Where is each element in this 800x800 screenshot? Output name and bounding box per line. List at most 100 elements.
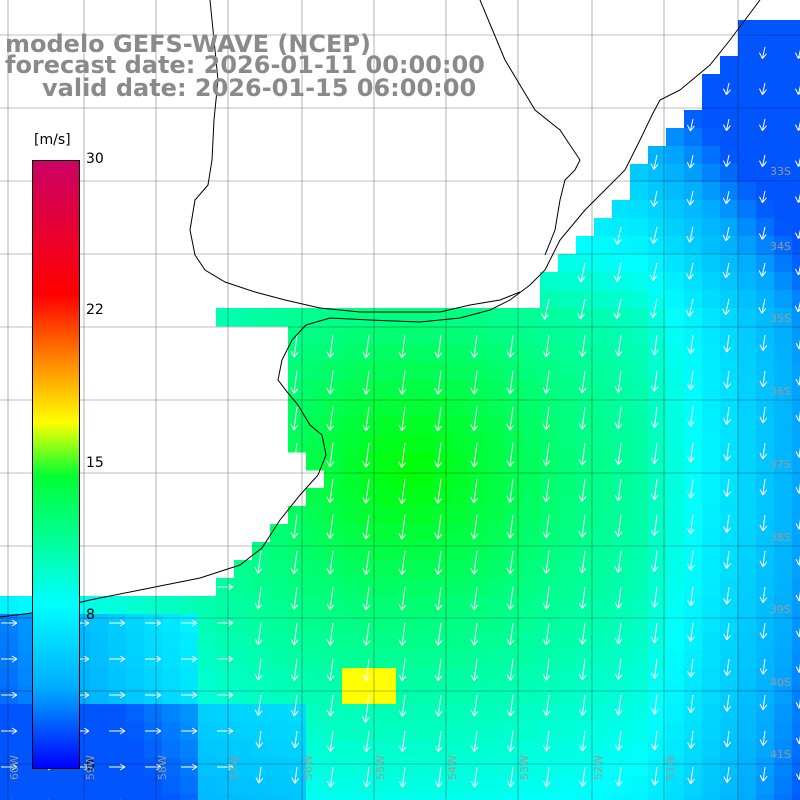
wind-speed-cell: [450, 722, 469, 741]
wind-speed-cell: [450, 542, 469, 561]
wind-speed-cell: [414, 398, 433, 417]
wind-speed-cell: [612, 704, 631, 723]
wind-speed-cell: [450, 416, 469, 435]
wind-speed-cell: [342, 668, 361, 687]
lon-label-58W: 58W: [156, 755, 169, 780]
wind-arrow: [109, 727, 126, 735]
wind-arrow: [398, 658, 407, 682]
wind-speed-cell: [648, 164, 667, 183]
wind-arrow: [614, 586, 623, 609]
wind-speed-cell: [234, 632, 253, 651]
wind-speed-cell: [306, 596, 325, 615]
wind-speed-cell: [738, 290, 757, 309]
wind-speed-cell: [0, 596, 19, 615]
wind-speed-cell: [558, 704, 577, 723]
wind-speed-cell: [450, 704, 469, 723]
wind-speed-cell: [414, 722, 433, 741]
wind-speed-cell: [108, 668, 127, 687]
wind-speed-cell: [702, 398, 721, 417]
wind-speed-cell: [648, 596, 667, 615]
wind-arrow: [326, 658, 335, 682]
wind-arrow: [326, 622, 335, 646]
wind-speed-cell: [594, 632, 613, 651]
wind-arrow: [578, 514, 587, 538]
wind-speed-cell: [360, 488, 379, 507]
wind-arrow: [398, 334, 407, 359]
wind-speed-cell: [630, 272, 649, 291]
wind-speed-cell: [342, 308, 361, 327]
wind-speed-cell: [126, 794, 145, 800]
wind-arrow: [217, 727, 234, 735]
wind-speed-cell: [774, 524, 793, 543]
wind-arrow: [687, 550, 695, 571]
wind-speed-cell: [486, 524, 505, 543]
wind-speed-cell: [396, 776, 415, 795]
wind-speed-cell: [756, 488, 775, 507]
wind-speed-cell: [378, 542, 397, 561]
wind-speed-cell: [684, 488, 703, 507]
wind-speed-cell: [792, 596, 800, 615]
wind-speed-cell: [648, 740, 667, 759]
wind-arrow: [614, 694, 623, 716]
wind-arrow: [685, 262, 694, 280]
wind-speed-cell: [342, 794, 361, 800]
wind-speed-cell: [468, 794, 487, 800]
wind-speed-cell: [216, 668, 235, 687]
wind-speed-cell: [396, 308, 415, 327]
wind-arrow: [759, 442, 768, 460]
wind-speed-cell: [630, 362, 649, 381]
wind-speed-cell: [522, 470, 541, 489]
wind-speed-cell: [90, 722, 109, 741]
wind-speed-cell: [234, 308, 253, 327]
wind-speed-cell: [792, 542, 800, 561]
wind-speed-cell: [738, 56, 757, 75]
wind-speed-cell: [720, 740, 739, 759]
wind-arrow: [686, 478, 695, 499]
wind-speed-cell: [54, 776, 73, 795]
wind-arrow: [506, 658, 515, 681]
wind-speed-cell: [648, 344, 667, 363]
colorbar-tick-0: 0: [86, 758, 95, 774]
wind-arrow: [759, 550, 768, 568]
wind-speed-cell: [18, 686, 37, 705]
wind-speed-cell: [162, 596, 181, 615]
wind-speed-cell: [414, 434, 433, 453]
wind-speed-cell: [216, 308, 235, 327]
wind-speed-cell: [774, 542, 793, 561]
wind-speed-cell: [594, 650, 613, 669]
wind-arrow: [577, 262, 586, 283]
wind-speed-cell: [216, 740, 235, 759]
wind-arrow: [326, 442, 335, 468]
wind-speed-cell: [234, 650, 253, 669]
wind-speed-cell: [162, 722, 181, 741]
wind-speed-cell: [738, 92, 757, 111]
wind-speed-cell: [306, 524, 325, 543]
wind-speed-cell: [306, 650, 325, 669]
wind-arrow: [578, 586, 587, 610]
wind-speed-cell: [666, 578, 685, 597]
wind-speed-cell: [90, 740, 109, 759]
wind-arrow: [650, 370, 659, 392]
wind-speed-cell: [630, 290, 649, 309]
wind-speed-cell: [594, 236, 613, 255]
wind-speed-cell: [90, 650, 109, 669]
wind-speed-cell: [684, 236, 703, 255]
wind-speed-cell: [234, 596, 253, 615]
wind-speed-cell: [738, 740, 757, 759]
wind-speed-cell: [630, 668, 649, 687]
wind-speed-cell: [792, 380, 800, 399]
wind-speed-cell: [198, 776, 217, 795]
wind-speed-cell: [162, 794, 181, 800]
wind-arrow: [217, 691, 234, 699]
wind-speed-cell: [666, 416, 685, 435]
wind-speed-cell: [270, 722, 289, 741]
wind-speed-cell: [558, 686, 577, 705]
wind-speed-cell: [540, 776, 559, 795]
wind-arrow: [1, 619, 18, 627]
wind-speed-cell: [18, 596, 37, 615]
wind-speed-cell: [702, 722, 721, 741]
wind-speed-cell: [90, 632, 109, 651]
wind-arrow: [181, 727, 198, 735]
wind-speed-cell: [648, 560, 667, 579]
wind-arrow: [758, 298, 767, 314]
